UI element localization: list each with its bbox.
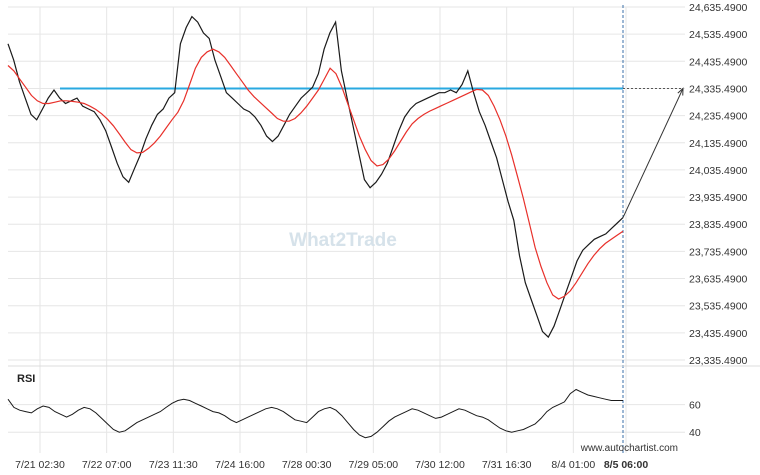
y-tick-label: 24,535.4900: [689, 29, 748, 41]
price-axis-labels: 24,635.4900 24,535.4900 24,435.4900 24,335.…: [689, 2, 748, 367]
grid-lines: [8, 6, 685, 453]
y-tick-label: 23,635.4900: [689, 274, 748, 286]
x-tick-label: 7/28 00:30: [282, 459, 332, 471]
time-axis-labels: 7/21 02:30 7/22 07:00 7/23 11:30 7/24 16:00…: [15, 459, 648, 471]
y-tick-label: 23,835.4900: [689, 219, 748, 231]
y-tick-label: 24,235.4900: [689, 111, 748, 123]
moving-average-series: [7, 48, 624, 300]
rsi-tick-label: 60: [689, 400, 701, 412]
x-tick-label: 7/30 12:00: [415, 459, 465, 471]
rsi-series: [7, 388, 623, 439]
y-tick-label: 23,735.4900: [689, 246, 748, 258]
y-tick-label: 23,435.4900: [689, 328, 748, 340]
moving-average-line: [7, 48, 624, 300]
y-tick-label: 23,335.4900: [689, 355, 748, 367]
x-tick-label: 8/4 01:00: [551, 459, 595, 471]
watermark: What2Trade: [289, 230, 397, 251]
x-tick-label: 7/23 11:30: [149, 459, 198, 471]
price-line: [7, 15, 624, 339]
projection-arrowhead: [677, 87, 684, 96]
rsi-tick-label: 40: [689, 427, 701, 439]
rsi-axis-labels: 60 40: [689, 400, 701, 440]
y-tick-label: 23,535.4900: [689, 301, 748, 313]
y-tick-label: 23,935.4900: [689, 192, 748, 204]
x-tick-label: 8/5 06:00: [604, 459, 649, 471]
price-series: [7, 15, 624, 339]
projection-line: [622, 88, 684, 218]
y-tick-label: 24,635.4900: [689, 2, 748, 14]
rsi-label: RSI: [17, 373, 35, 385]
x-tick-label: 7/22 07:00: [82, 459, 132, 471]
y-tick-label: 24,135.4900: [689, 138, 748, 150]
projection-arrow: [622, 87, 684, 218]
y-tick-label: 24,335.4900: [689, 83, 748, 95]
y-tick-label: 24,035.4900: [689, 165, 748, 177]
credit-text: www.autochartist.com: [580, 443, 678, 454]
x-tick-label: 7/24 16:00: [215, 459, 265, 471]
x-tick-label: 7/21 02:30: [15, 459, 65, 471]
y-tick-label: 24,435.4900: [689, 56, 748, 68]
rsi-line: [7, 388, 623, 439]
x-tick-label: 7/29 05:00: [349, 459, 399, 471]
x-tick-label: 7/31 16:30: [482, 459, 532, 471]
